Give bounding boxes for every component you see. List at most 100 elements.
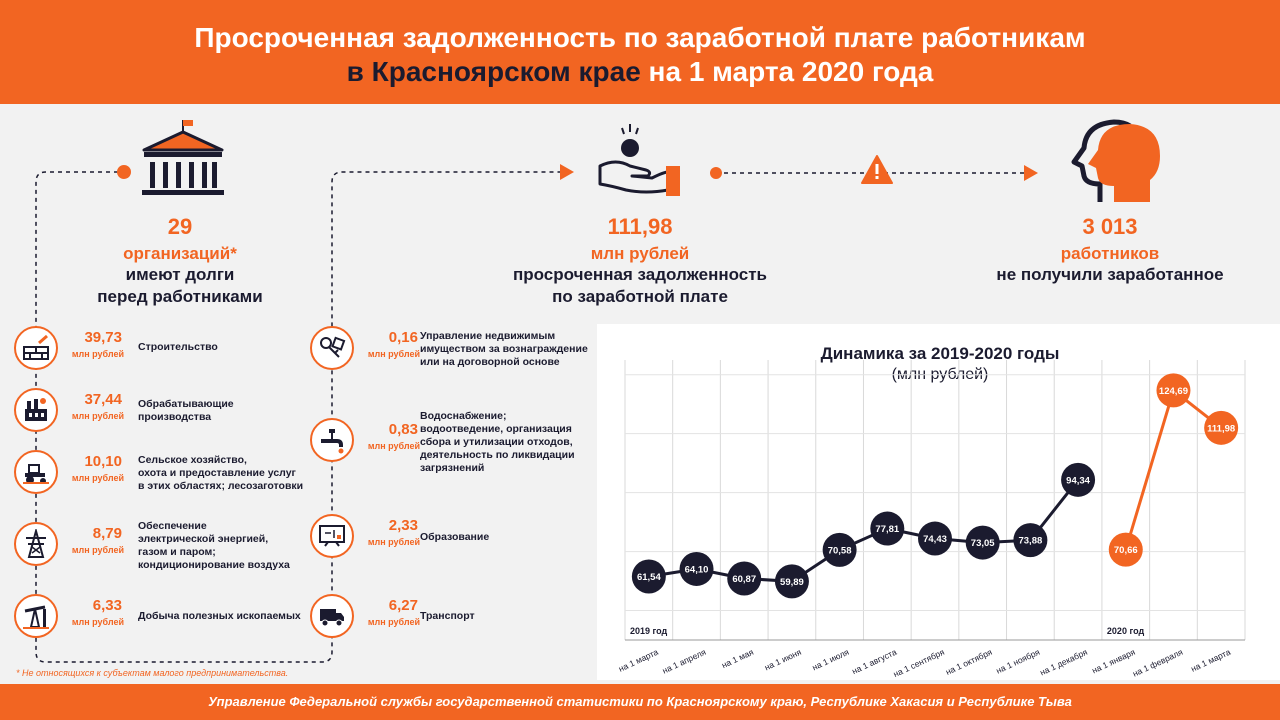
chart-category-label: на 1 октября xyxy=(944,647,994,677)
page-title-region: в Красноярском крае xyxy=(346,56,641,87)
connector-mid-dot xyxy=(710,167,722,179)
chart-category-label: на 1 апреля xyxy=(661,647,708,676)
industry-label: Добыча полезных ископаемых xyxy=(138,610,301,622)
chart-data-point xyxy=(679,551,714,586)
person-head-icon xyxy=(1071,119,1160,202)
chart-data-point xyxy=(631,559,666,594)
chart-data-label: 70,58 xyxy=(828,545,852,556)
industry-label: Водоснабжение; водоотведение, организация… xyxy=(420,410,575,474)
debt-desc-2: по заработной плате xyxy=(552,287,728,306)
chart-data-label: 124,69 xyxy=(1159,386,1188,397)
industry-value: 0,16 xyxy=(388,329,418,346)
chart-data-label: 73,05 xyxy=(971,538,995,549)
chart-category-label: на 1 мая xyxy=(720,647,755,671)
industry-item: 6,33 млн рублей Добыча полезных ископаем… xyxy=(14,594,314,640)
chart-data-label: 74,43 xyxy=(923,534,947,545)
industry-item: 10,10 млн рублей Сельское хозяйство, охот… xyxy=(14,450,314,496)
industry-item: 8,79 млн рублей Обеспечение электрической… xyxy=(14,520,314,571)
water-tap-icon xyxy=(310,418,354,462)
chart-data-label: 77,81 xyxy=(875,524,899,535)
power-tower-icon xyxy=(14,522,58,566)
chart-category-label: на 1 ноября xyxy=(994,647,1041,676)
workers-desc: не получили заработанное xyxy=(996,265,1224,284)
chart-data-point xyxy=(965,525,1000,560)
chart-data-label: 60,87 xyxy=(732,574,756,585)
chart-data-point xyxy=(822,532,857,567)
industry-item: 0,16 млн рублей Управление недвижимым иму… xyxy=(310,326,600,372)
chart-data-label: 111,98 xyxy=(1207,423,1235,434)
workers-stat: 3 013 работников не получили заработанно… xyxy=(960,214,1260,286)
industry-value: 2,33 xyxy=(388,517,418,534)
debt-desc-1: просроченная задолженность xyxy=(512,265,767,284)
orgs-stat: 29 организаций* имеют долги перед работн… xyxy=(60,214,300,308)
industry-label: Образование xyxy=(420,531,490,543)
industry-unit: млн рублей xyxy=(71,473,124,483)
industry-value: 0,83 xyxy=(388,421,418,438)
hand-coin-icon xyxy=(598,124,680,196)
industry-unit: млн рублей xyxy=(71,617,124,627)
chart-category-label: на 1 сентября xyxy=(892,647,947,680)
government-building-icon xyxy=(142,120,224,195)
chart-category-label: на 1 августа xyxy=(850,647,898,677)
page-title-line1: Просроченная задолженность по заработной… xyxy=(194,22,1086,53)
blackboard-icon xyxy=(310,514,354,558)
page-title-line2: в Красноярском крае на 1 марта 2020 года xyxy=(0,56,1280,88)
chart-year-label-2020: 2020 год xyxy=(1107,626,1145,636)
chart-category-label: на 1 декабря xyxy=(1038,647,1089,678)
chart-data-point xyxy=(1156,373,1191,408)
chart-category-label: на 1 января xyxy=(1090,647,1137,676)
chart-series-line xyxy=(648,478,1080,583)
industry-unit: млн рублей xyxy=(367,617,420,627)
connector-arrow-2 xyxy=(1024,165,1038,181)
chart-category-label: на 1 июля xyxy=(811,647,851,673)
chart-series-line xyxy=(1124,388,1223,551)
industry-unit: млн рублей xyxy=(71,349,124,359)
page-title-date: на 1 марта 2020 года xyxy=(640,56,934,87)
workers-unit: работников xyxy=(1060,244,1160,263)
industry-unit: млн рублей xyxy=(367,441,420,451)
chart-data-point xyxy=(870,511,905,546)
industry-value: 6,27 xyxy=(388,597,418,614)
chart-data-point xyxy=(1013,523,1048,558)
industry-value: 39,73 xyxy=(84,329,122,346)
chart-category-label: на 1 июня xyxy=(763,647,803,673)
warning-icon xyxy=(861,155,893,184)
chart-data-label: 70,66 xyxy=(1114,545,1138,556)
orgs-unit: организаций* xyxy=(123,244,237,263)
industry-unit: млн рублей xyxy=(367,537,420,547)
industry-item: 37,44 млн рублей Обрабатывающие производс… xyxy=(14,388,314,434)
chart-data-label: 64,10 xyxy=(685,564,709,575)
chart-data-label: 61,54 xyxy=(637,572,661,583)
footer-source: Управление Федеральной службы государств… xyxy=(0,684,1280,720)
chart-data-label: 73,88 xyxy=(1018,536,1042,547)
chart-data-point xyxy=(1061,462,1096,497)
truck-icon xyxy=(310,594,354,638)
oil-pump-icon xyxy=(14,594,58,638)
debt-unit: млн рублей xyxy=(590,244,690,263)
industry-unit: млн рублей xyxy=(367,349,420,359)
industry-value: 37,44 xyxy=(84,391,122,408)
header-banner: Просроченная задолженность по заработной… xyxy=(0,0,1280,104)
chart-data-point xyxy=(918,521,952,556)
industry-unit: млн рублей xyxy=(71,545,124,555)
connector-arrow-1 xyxy=(560,164,574,180)
chart-category-label: на 1 февраля xyxy=(1131,647,1185,679)
construction-icon xyxy=(14,326,58,370)
left-dashed-connector xyxy=(35,171,560,663)
industry-label: Обеспечение электрической энергией, газом … xyxy=(138,520,290,571)
industry-item: 0,83 млн рублей Водоснабжение; водоотведе… xyxy=(310,410,600,474)
chart-data-point xyxy=(1108,532,1143,567)
orgs-count: 29 xyxy=(167,214,193,239)
chart-category-label: на 1 марта xyxy=(617,647,660,674)
industry-label: Обрабатывающие производства xyxy=(138,398,234,423)
chart-category-label: на 1 марта xyxy=(1189,647,1232,674)
industry-label: Управление недвижимым имуществом за возна… xyxy=(420,330,588,368)
industry-value: 10,10 xyxy=(84,453,122,470)
factory-icon xyxy=(14,388,58,432)
industry-item: 39,73 млн рублей Строительство xyxy=(14,326,314,372)
keys-icon xyxy=(310,326,354,370)
orgs-desc-2: перед работниками xyxy=(97,287,263,306)
industry-label: Сельское хозяйство, охота и предоставлени… xyxy=(138,454,304,492)
